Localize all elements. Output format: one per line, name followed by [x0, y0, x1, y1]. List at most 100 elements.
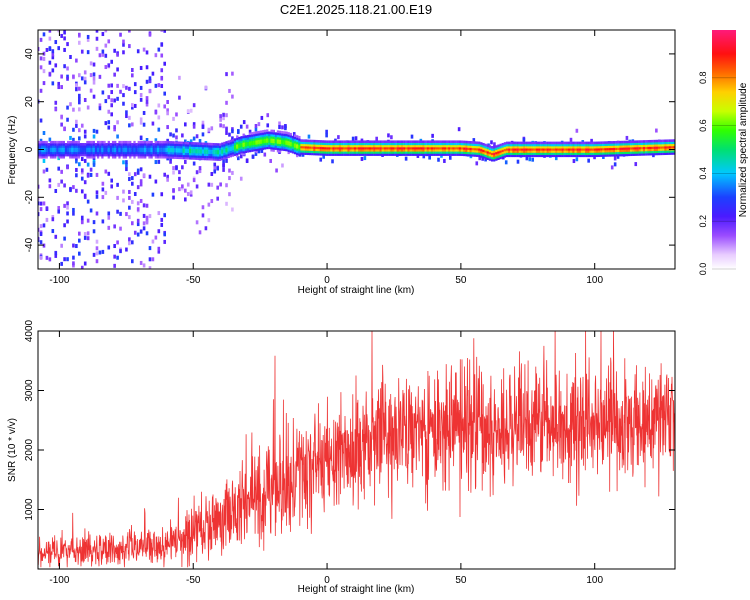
- heatmap-cell: [604, 141, 607, 144]
- heatmap-cell: [497, 148, 500, 152]
- heatmap-cell: [122, 145, 125, 148]
- heatmap-cell: [212, 147, 215, 150]
- heatmap-cell: [64, 143, 68, 146]
- heatmap-cell: [64, 145, 68, 148]
- heatmap-cell: [672, 139, 675, 142]
- heatmap-cell: [110, 103, 114, 108]
- heatmap-cell: [516, 159, 520, 164]
- heatmap-cell: [580, 141, 584, 145]
- heatmap-cell: [670, 141, 674, 145]
- heatmap-cell: [420, 149, 423, 152]
- heatmap-cell: [366, 149, 370, 152]
- heatmap-cell: [223, 146, 226, 149]
- heatmap-cell: [86, 151, 89, 155]
- heatmap-cell: [540, 150, 543, 153]
- heatmap-cell: [375, 146, 378, 150]
- heatmap-cell: [66, 147, 70, 150]
- heatmap-cell: [495, 145, 498, 148]
- heatmap-cell: [465, 142, 468, 146]
- heatmap-cell: [204, 155, 207, 159]
- y-tick-label: 4000: [24, 319, 35, 342]
- heatmap-cell: [587, 145, 590, 149]
- heatmap-cell: [86, 199, 90, 204]
- heatmap-cell: [195, 142, 198, 145]
- heatmap-cell: [493, 156, 496, 160]
- heatmap-cell: [80, 265, 84, 269]
- heatmap-cell: [146, 147, 149, 150]
- heatmap-cell: [186, 109, 190, 114]
- heatmap-cell: [407, 153, 410, 156]
- heatmap-cell: [107, 109, 111, 114]
- heatmap-cell: [66, 143, 70, 146]
- heatmap-cell: [129, 140, 132, 144]
- heatmap-cell: [39, 151, 42, 155]
- heatmap-cell: [561, 148, 564, 151]
- heatmap-cell: [210, 199, 214, 204]
- heatmap-cell: [617, 145, 620, 148]
- heatmap-cell: [161, 155, 164, 159]
- heatmap-cell: [107, 83, 111, 88]
- heatmap-cell: [118, 149, 121, 153]
- heatmap-cell: [428, 155, 431, 160]
- heatmap-cell: [311, 139, 314, 143]
- heatmap-cell: [101, 219, 105, 224]
- heatmap-cell: [163, 172, 166, 177]
- heatmap-cell: [263, 140, 267, 144]
- heatmap-cell: [615, 151, 618, 155]
- heatmap-cell: [328, 153, 331, 156]
- heatmap-cell: [557, 154, 560, 158]
- heatmap-cell: [540, 143, 543, 147]
- heatmap-cell: [593, 143, 597, 147]
- heatmap-cell: [561, 154, 564, 158]
- heatmap-cell: [407, 146, 410, 150]
- heatmap-cell: [642, 140, 646, 143]
- heatmap-cell: [285, 144, 288, 148]
- heatmap-cell: [585, 143, 588, 147]
- heatmap-cell: [454, 146, 457, 150]
- heatmap-cell: [210, 182, 214, 187]
- heatmap-cell: [146, 153, 149, 157]
- heatmap-cell: [38, 196, 40, 201]
- heatmap-cell: [306, 146, 310, 149]
- heatmap-cell: [311, 150, 314, 154]
- heatmap-cell: [469, 143, 472, 146]
- heatmap-cell: [216, 166, 219, 171]
- heatmap-cell: [223, 154, 226, 158]
- heatmap-cell: [278, 141, 282, 145]
- heatmap-cell: [651, 142, 654, 145]
- heatmap-cell: [535, 154, 539, 158]
- heatmap-cell: [110, 184, 114, 189]
- heatmap-cell: [319, 148, 322, 152]
- heatmap-cell: [101, 90, 105, 95]
- heatmap-cell: [261, 132, 265, 135]
- heatmap-cell: [195, 146, 198, 150]
- heatmap-cell: [254, 151, 258, 156]
- heatmap-cell: [553, 145, 556, 149]
- heatmap-cell: [443, 153, 447, 156]
- heatmap-cell: [535, 148, 539, 151]
- heatmap-cell: [508, 141, 511, 145]
- heatmap-cell: [351, 146, 355, 150]
- heatmap-cell: [538, 152, 541, 155]
- heatmap-cell: [662, 150, 665, 153]
- heatmap-cell: [559, 148, 562, 151]
- heatmap-cell: [146, 151, 149, 155]
- heatmap-cell: [514, 141, 517, 145]
- heatmap-cell: [152, 153, 155, 157]
- heatmap-cell: [56, 149, 59, 153]
- heatmap-cell: [131, 67, 134, 72]
- heatmap-cell: [165, 143, 168, 146]
- heatmap-cell: [426, 142, 429, 146]
- heatmap-cell: [452, 146, 455, 150]
- heatmap-cell: [144, 155, 147, 159]
- heatmap-cell: [497, 144, 500, 148]
- heatmap-cell: [375, 140, 378, 144]
- heatmap-cell: [120, 140, 123, 144]
- heatmap-cell: [670, 150, 674, 153]
- heatmap-cell: [266, 131, 269, 135]
- heatmap-cell: [38, 145, 40, 148]
- heatmap-cell: [83, 70, 87, 75]
- heatmap-cell: [201, 151, 205, 154]
- heatmap-cell: [163, 143, 166, 146]
